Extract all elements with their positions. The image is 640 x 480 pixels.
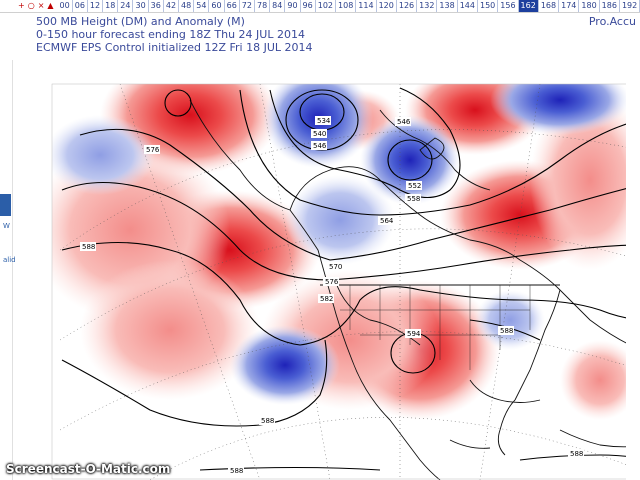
forecast-hour-180[interactable]: 180 [579, 0, 600, 12]
contour-label-588: 588 [82, 243, 95, 251]
contour-label-582: 582 [320, 295, 333, 303]
contour-label-576: 576 [146, 146, 160, 154]
product-title: 500 MB Height (DM) and Anomaly (M) [36, 15, 245, 28]
toolbar-icons: + ○ × ▲ [0, 0, 58, 12]
graticule [59, 84, 640, 480]
forecast-hour-12[interactable]: 12 [88, 0, 104, 12]
forecast-hour-84[interactable]: 84 [270, 0, 286, 12]
forecast-hour-66[interactable]: 66 [225, 0, 240, 12]
contour-label-546: 546 [397, 118, 411, 126]
contour-label-534: 534 [317, 117, 331, 125]
forecast-hour-150[interactable]: 150 [478, 0, 499, 12]
forecast-hour-186[interactable]: 186 [600, 0, 620, 12]
forecast-hour-162[interactable]: 162 [518, 0, 539, 12]
contour-label-540: 540 [313, 130, 326, 138]
forecast-hour-144[interactable]: 144 [458, 0, 478, 12]
contour-label-588: 588 [261, 417, 274, 425]
forecast-valid-line: 0-150 hour forecast ending 18Z Thu 24 JU… [36, 28, 305, 41]
contour-label-564: 564 [380, 217, 394, 225]
side-panel-text: W [3, 222, 10, 230]
contour-label-588: 588 [230, 467, 243, 475]
forecast-hour-96[interactable]: 96 [301, 0, 316, 12]
forecast-hour-156[interactable]: 156 [498, 0, 519, 12]
contour-label-594: 594 [407, 330, 421, 338]
forecast-hour-30[interactable]: 30 [133, 0, 149, 12]
stop-icon[interactable]: ○ [27, 1, 35, 10]
forecast-hour-90[interactable]: 90 [285, 0, 301, 12]
forecast-hour-36[interactable]: 36 [149, 0, 164, 12]
forecast-hour-174[interactable]: 174 [559, 0, 580, 12]
right-page-edge [626, 60, 640, 480]
forecast-hour-102[interactable]: 102 [316, 0, 337, 12]
forecast-hour-list: 00 06 12 18 24 30 36 42 48 54 60 66 72 78 84 90 96 102 108… [58, 0, 640, 12]
contour-label-546: 546 [313, 142, 327, 150]
forecast-hour-42[interactable]: 42 [164, 0, 180, 12]
contour-label-558: 558 [407, 195, 420, 203]
forecast-hour-120[interactable]: 120 [377, 0, 397, 12]
forecast-hour-00[interactable]: 00 [58, 0, 73, 12]
forecast-hour-toolbar: + ○ × ▲ 00 06 12 18 24 30 36 42 48 54 60 66 72 78 84 90… [0, 0, 640, 13]
contour-label-588: 588 [570, 450, 583, 458]
forecast-hour-48[interactable]: 48 [179, 0, 195, 12]
close-icon[interactable]: × [37, 1, 45, 10]
forecast-hour-72[interactable]: 72 [240, 0, 255, 12]
zoom-in-icon[interactable]: + [18, 1, 25, 10]
contour-label-576: 576 [325, 278, 339, 286]
contour-label-588: 588 [500, 327, 513, 335]
forecast-hour-24[interactable]: 24 [118, 0, 134, 12]
contour-label-570: 570 [329, 263, 342, 271]
model-init-line: ECMWF EPS Control initialized 12Z Fri 18… [36, 41, 313, 54]
forecast-hour-18[interactable]: 18 [103, 0, 119, 12]
play-icon[interactable]: ▲ [47, 1, 54, 10]
forecast-hour-54[interactable]: 54 [194, 0, 210, 12]
forecast-hour-108[interactable]: 108 [336, 0, 357, 12]
forecast-hour-114[interactable]: 114 [356, 0, 377, 12]
forecast-hour-60[interactable]: 60 [209, 0, 225, 12]
state-borders [340, 285, 531, 370]
forecast-hour-132[interactable]: 132 [417, 0, 438, 12]
forecast-hour-168[interactable]: 168 [539, 0, 560, 12]
side-panel-fragment [0, 194, 11, 216]
watermark: Screencast-O-Matic.com [6, 462, 171, 476]
forecast-hour-126[interactable]: 126 [397, 0, 418, 12]
contour-label-552: 552 [408, 182, 421, 190]
forecast-hour-78[interactable]: 78 [255, 0, 271, 12]
forecast-hour-192[interactable]: 192 [620, 0, 640, 12]
left-page-edge [0, 60, 13, 480]
side-panel-text: alid [3, 256, 16, 264]
forecast-hour-06[interactable]: 06 [73, 0, 88, 12]
credit-text: Pro.Accu [588, 15, 636, 28]
forecast-hour-138[interactable]: 138 [437, 0, 458, 12]
contour-labels: 534 540 546 546 552 558 564 570 576 576 … [80, 116, 584, 475]
